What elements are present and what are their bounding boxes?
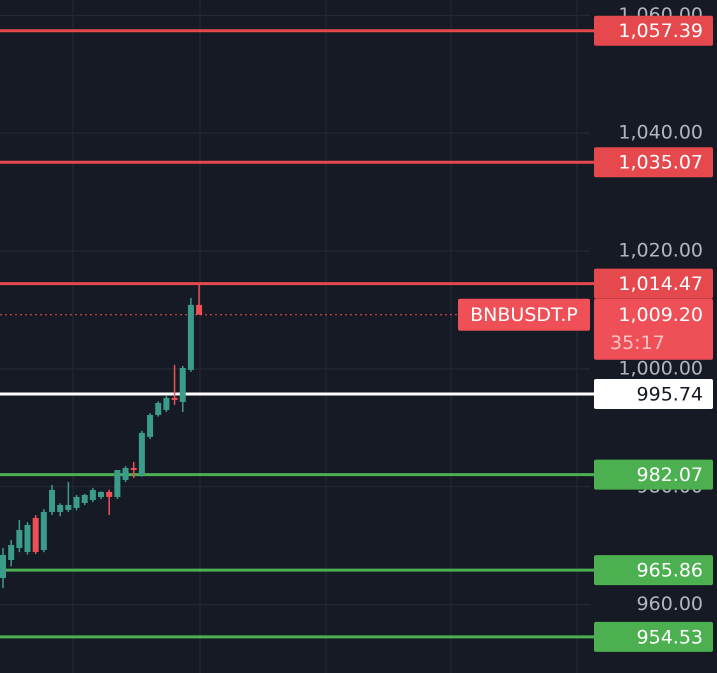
- countdown: 35:17: [610, 332, 665, 354]
- candle-body: [138, 432, 145, 475]
- candle-body: [163, 397, 170, 410]
- candle-body: [40, 511, 47, 551]
- candle-body: [106, 491, 113, 497]
- candle-body: [65, 504, 72, 510]
- level-badge: [594, 555, 713, 586]
- price-label: 1,009.20: [618, 304, 703, 326]
- candle-body: [114, 469, 121, 497]
- time-grid: [72, 0, 578, 673]
- candle-body: [16, 529, 23, 549]
- level-badge: [594, 459, 713, 490]
- symbol-badge: [458, 298, 590, 331]
- level-badge: [594, 621, 713, 652]
- candle-body: [24, 524, 31, 552]
- level-label: 1,035.07: [618, 152, 703, 174]
- candle-body: [155, 402, 162, 415]
- level-label: 982.07: [637, 464, 703, 486]
- candle-body: [130, 467, 137, 470]
- candle-body: [171, 397, 178, 400]
- candle-body: [98, 491, 105, 497]
- level-label: 954.53: [637, 626, 703, 648]
- candle-body: [187, 304, 194, 370]
- y-tick-label: 1,040.00: [618, 122, 703, 144]
- candle-body: [0, 554, 6, 579]
- candle-body: [147, 414, 154, 437]
- y-tick-label: 1,020.00: [618, 240, 703, 262]
- candle-body: [81, 494, 88, 503]
- candle-body: [73, 496, 80, 508]
- candle-body: [8, 545, 15, 560]
- level-badge: [594, 268, 713, 299]
- level-label: 1,057.39: [618, 20, 703, 42]
- symbol-label: BNBUSDT.P: [470, 304, 578, 326]
- y-tick-label: 1,000.00: [618, 357, 703, 379]
- level-badge: [594, 147, 713, 178]
- y-tick-label: 960.00: [637, 593, 703, 615]
- candle-body: [196, 304, 203, 315]
- candle-body: [57, 504, 64, 512]
- candle-body: [49, 489, 56, 512]
- candle-body: [32, 517, 39, 552]
- candle-body: [179, 367, 186, 402]
- level-label: 1,014.47: [618, 273, 703, 295]
- level-label: 965.86: [637, 560, 703, 582]
- level-label: 995.74: [637, 384, 703, 406]
- candle-body: [89, 489, 96, 500]
- level-badge: [594, 15, 713, 46]
- candle-body: [122, 467, 129, 480]
- level-badge: [594, 379, 713, 410]
- price-badge: [594, 298, 713, 360]
